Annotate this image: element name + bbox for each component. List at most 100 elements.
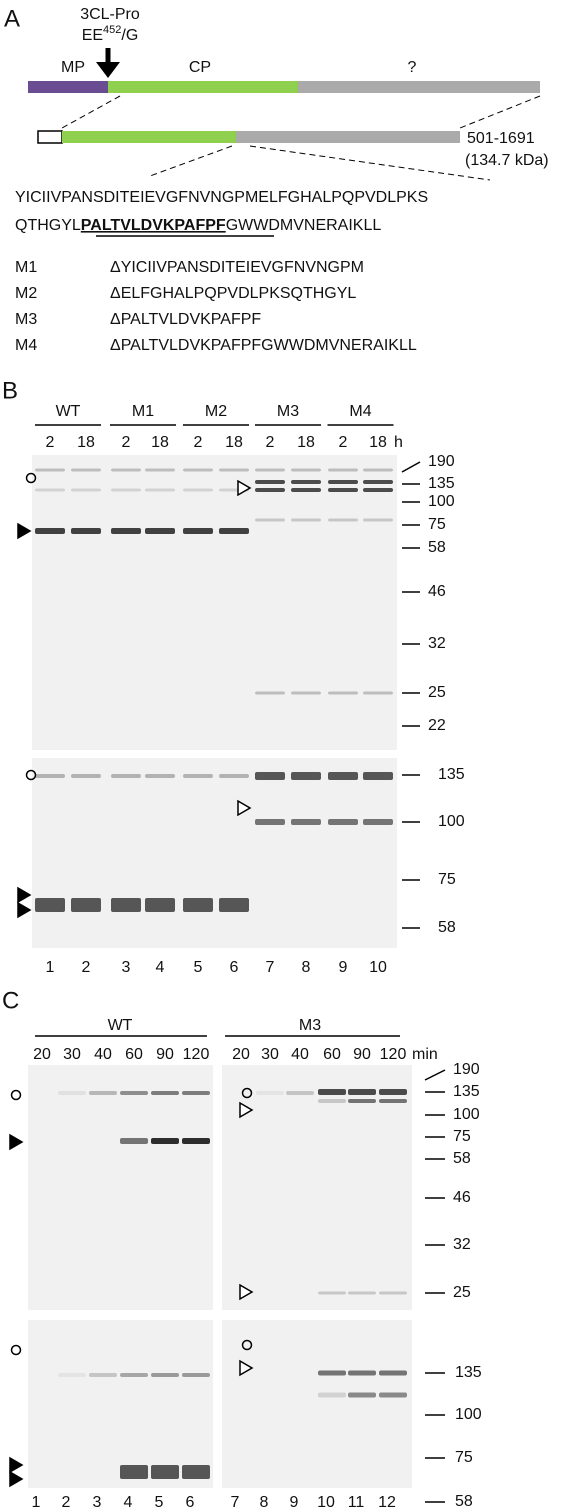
marker-label: 32 xyxy=(453,1236,471,1253)
group-label: WT xyxy=(108,1017,133,1034)
band xyxy=(71,774,101,778)
band xyxy=(379,1392,407,1398)
band xyxy=(182,1091,210,1095)
domain-label: ? xyxy=(408,59,417,76)
time-label: 20 xyxy=(33,1046,51,1063)
band xyxy=(379,1099,407,1103)
marker-label: 58 xyxy=(438,919,456,936)
band xyxy=(255,819,285,825)
band xyxy=(151,1465,179,1479)
zoom-line xyxy=(61,95,121,129)
marker-label: 58 xyxy=(455,1493,473,1510)
lane-number: 11 xyxy=(348,1494,365,1511)
band xyxy=(35,898,65,912)
band xyxy=(348,1392,376,1398)
lane-number: 1 xyxy=(46,959,55,976)
marker-circle xyxy=(10,1344,22,1356)
marker-label: 100 xyxy=(428,493,455,510)
filled-triangle xyxy=(17,886,32,904)
band xyxy=(291,819,321,825)
time-unit: h xyxy=(394,434,403,451)
zoom-line xyxy=(459,95,541,129)
marker-circle xyxy=(25,472,37,484)
lane-number: 2 xyxy=(62,1494,71,1511)
band xyxy=(145,898,175,912)
filled-triangle xyxy=(9,1133,24,1151)
sequence-part: QTHGYL xyxy=(15,217,81,234)
time-label: 90 xyxy=(156,1046,174,1063)
band xyxy=(363,691,393,695)
band xyxy=(111,468,141,472)
marker-tick xyxy=(424,1069,446,1081)
band xyxy=(348,1370,376,1376)
group-label: M1 xyxy=(132,403,154,420)
marker-label: 135 xyxy=(453,1083,480,1100)
marker-label: 25 xyxy=(428,684,446,701)
marker-label: 46 xyxy=(428,583,446,600)
lane-number: 8 xyxy=(302,959,311,976)
band xyxy=(219,774,249,778)
band xyxy=(35,528,65,534)
band xyxy=(151,1138,179,1144)
mutant-name: M4 xyxy=(15,337,37,354)
band xyxy=(120,1465,148,1479)
marker-label: 135 xyxy=(438,766,465,783)
filled-triangle xyxy=(9,1456,24,1474)
time-unit: min xyxy=(412,1046,438,1063)
band xyxy=(318,1392,346,1398)
band xyxy=(58,1091,86,1095)
band xyxy=(71,898,101,912)
panel-label: A xyxy=(4,5,20,32)
time-label: 30 xyxy=(63,1046,81,1063)
mutant-deletion: ΔPALTVLDVKPAFPFGWWDMVNERAIKLL xyxy=(110,337,417,354)
lane-number: 3 xyxy=(122,959,131,976)
time-label: 18 xyxy=(369,434,387,451)
band xyxy=(379,1089,407,1095)
lane-number: 10 xyxy=(369,959,387,976)
marker-label: 32 xyxy=(428,635,446,652)
band xyxy=(255,772,285,780)
mutant-name: M3 xyxy=(15,311,37,328)
gel xyxy=(222,1320,412,1488)
unknown-fragment xyxy=(235,131,460,143)
band xyxy=(363,819,393,825)
gel xyxy=(32,455,397,750)
time-label: 120 xyxy=(380,1046,407,1063)
band xyxy=(291,468,321,472)
gel xyxy=(32,758,397,948)
time-label: 18 xyxy=(77,434,95,451)
band xyxy=(35,488,65,492)
unknown-domain xyxy=(297,81,540,93)
gel xyxy=(28,1065,213,1310)
marker-label: 58 xyxy=(428,539,446,556)
band xyxy=(328,488,358,492)
marker-circle xyxy=(25,769,37,781)
band xyxy=(145,468,175,472)
time-label: 90 xyxy=(353,1046,371,1063)
mutant-name: M2 xyxy=(15,285,37,302)
band xyxy=(71,528,101,534)
band xyxy=(363,518,393,522)
band xyxy=(255,691,285,695)
band xyxy=(379,1291,407,1295)
band xyxy=(89,1373,117,1377)
lane-number: 2 xyxy=(82,959,91,976)
lane-number: 6 xyxy=(186,1494,195,1511)
band xyxy=(219,528,249,534)
time-label: 40 xyxy=(94,1046,112,1063)
site-suffix: /G xyxy=(121,27,138,44)
band xyxy=(363,772,393,780)
mutant-deletion: ΔELFGHALPQPVDLPKSQTHGYL xyxy=(110,285,356,302)
mutant-deletion: ΔPALTVLDVKPAFPF xyxy=(110,311,261,328)
band xyxy=(348,1291,376,1295)
range-label: 501-1691 xyxy=(467,130,535,147)
band xyxy=(348,1089,376,1095)
lane-number: 7 xyxy=(231,1494,240,1511)
deleted-region xyxy=(37,130,63,144)
mutant-name: M1 xyxy=(15,259,37,276)
open-triangle xyxy=(237,479,252,497)
band xyxy=(348,1099,376,1103)
marker-label: 75 xyxy=(438,871,456,888)
band xyxy=(151,1091,179,1095)
band xyxy=(145,774,175,778)
